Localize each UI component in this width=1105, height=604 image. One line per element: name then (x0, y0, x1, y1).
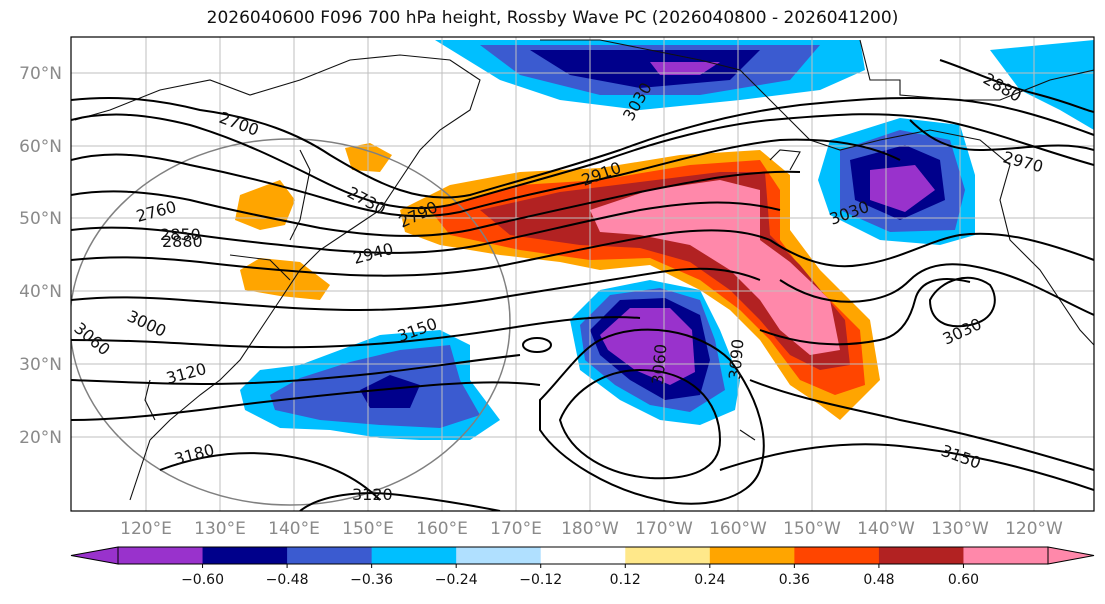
map-frame (70, 36, 1095, 512)
height-contours (71, 59, 1094, 511)
colorbar-tick-label: 0.60 (948, 572, 979, 588)
colorbar-swatch (371, 547, 457, 564)
lon-label: 130°W (931, 519, 989, 539)
colorbar: −0.60 −0.48 −0.36 −0.24 −0.12 0.12 0.24 0.36 0.4… (70, 546, 1095, 588)
colorbar-tick-label: −0.48 (266, 572, 309, 588)
latitude-labels: 70°N 60°N 50°N 40°N 30°N 20°N (19, 64, 62, 448)
lon-label: 120°W (1005, 519, 1063, 539)
colorbar-swatch (456, 547, 542, 564)
reference-circle (71, 138, 511, 506)
contour-label: 2850 (160, 225, 201, 244)
colorbar-swatch (963, 547, 1049, 564)
colorbar-swatch (287, 547, 373, 564)
colorbar-swatch (540, 547, 626, 564)
lat-label: 20°N (19, 428, 62, 448)
lon-label: 120°E (120, 519, 172, 539)
lon-label: 180°W (561, 519, 619, 539)
gridlines (71, 37, 1094, 511)
colorbar-swatch (878, 547, 964, 564)
shading-layer (235, 40, 1094, 440)
colorbar-swatch (118, 547, 204, 564)
coastlines (74, 39, 1094, 501)
lon-label: 170°W (635, 519, 693, 539)
colorbar-extend-low (70, 546, 119, 565)
shade-negative-ne (990, 40, 1094, 130)
lat-label: 60°N (19, 137, 62, 157)
lat-label: 70°N (19, 64, 62, 84)
colorbar-tick-label: 0.36 (779, 572, 810, 588)
colorbar-tick-label: 0.48 (863, 572, 894, 588)
lon-label: 140°W (857, 519, 915, 539)
lon-label: 150°W (783, 519, 841, 539)
lon-label: 140°E (268, 519, 320, 539)
colorbar-tick-label: 0.12 (610, 572, 641, 588)
lon-label: 170°E (490, 519, 542, 539)
colorbar-swatch (625, 547, 711, 564)
lon-label: 160°W (709, 519, 767, 539)
colorbar-tick-label: −0.60 (181, 572, 224, 588)
lon-label: 150°E (342, 519, 394, 539)
lat-label: 30°N (19, 355, 62, 375)
lon-label: 160°E (416, 519, 468, 539)
colorbar-swatch (794, 547, 880, 564)
contour-label: 2880 (162, 232, 203, 251)
contour-label: 3120 (352, 485, 393, 504)
map-content: 2700 2730 2760 2790 2850 2880 2910 2940 … (71, 37, 1094, 511)
colorbar-tick-label: −0.36 (350, 572, 393, 588)
colorbar-tick-label: 0.24 (694, 572, 725, 588)
lat-label: 40°N (19, 282, 62, 302)
colorbar-swatch (202, 547, 288, 564)
colorbar-tick-label: −0.12 (519, 572, 562, 588)
colorbar-swatch (709, 547, 795, 564)
lon-label: 130°E (194, 519, 246, 539)
longitude-labels: 120°E 130°E 140°E 150°E 160°E 170°E 180°… (120, 519, 1063, 539)
colorbar-tick-label: −0.24 (435, 572, 478, 588)
colorbar-frame (117, 546, 1049, 565)
figure-title: 2026040600 F096 700 hPa height, Rossby W… (206, 8, 899, 28)
contour-label: 3060 (648, 343, 670, 385)
lat-label: 50°N (19, 209, 62, 229)
contour-label: 3090 (725, 338, 747, 380)
colorbar-extend-high (1047, 546, 1095, 565)
